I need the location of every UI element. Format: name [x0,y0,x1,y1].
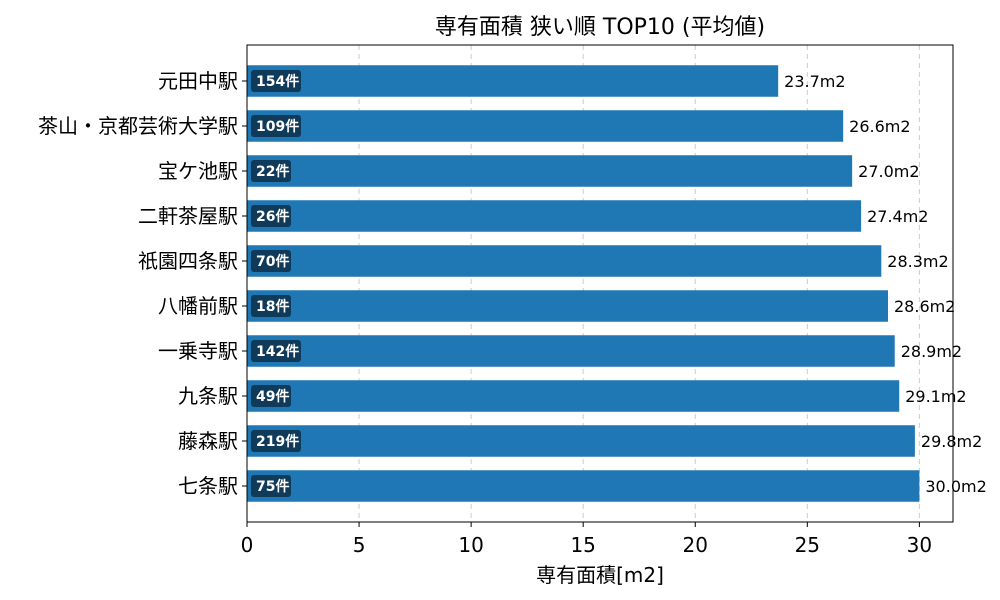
count-label: 22件 [256,163,289,180]
count-badge [251,340,301,362]
bars-layer: 154件 23.7m2 109件 26.6m2 22件 27.0m2 26件 27.4m2 70… [247,65,987,502]
x-tick-label: 5 [353,533,366,557]
category-label: 藤森駅 [178,429,238,453]
bar [247,290,889,322]
count-badge [251,295,291,317]
category-label: 八幡前駅 [158,294,238,318]
count-badge [251,70,301,92]
value-label: 26.6m2 [849,117,910,136]
value-label: 23.7m2 [784,72,845,91]
value-label: 29.8m2 [921,432,982,451]
category-label: 九条駅 [178,384,238,408]
bar [247,110,844,142]
value-label: 29.1m2 [905,387,966,406]
x-tick-label: 25 [795,533,820,557]
bar [247,245,882,277]
category-label: 一乗寺駅 [158,339,238,363]
value-label: 27.0m2 [858,162,919,181]
count-badge [251,385,291,407]
count-label: 219件 [256,433,299,450]
count-label: 109件 [256,118,299,135]
category-label: 茶山・京都芸術大学駅 [38,114,238,138]
bar [247,425,915,457]
y-axis-categories: 元田中駅茶山・京都芸術大学駅宝ケ池駅二軒茶屋駅祇園四条駅八幡前駅一乗寺駅九条駅藤… [38,69,247,498]
chart-title: 専有面積 狭い順 TOP10 (平均値) [435,15,765,40]
bar [247,200,862,232]
bar [247,335,895,367]
x-tick-label: 0 [241,533,254,557]
category-label: 祇園四条駅 [138,249,238,273]
count-badge [251,160,291,182]
x-tick-label: 10 [458,533,483,557]
value-label: 30.0m2 [925,477,986,496]
category-label: 元田中駅 [158,69,238,93]
value-label: 28.9m2 [901,342,962,361]
count-label: 75件 [256,478,289,495]
x-tick-label: 20 [683,533,708,557]
count-badge [251,430,301,452]
category-label: 宝ケ池駅 [158,159,238,183]
bar [247,65,779,97]
count-label: 70件 [256,253,289,270]
count-label: 154件 [256,73,299,90]
category-label: 二軒茶屋駅 [138,204,238,228]
count-badge [251,205,291,227]
x-tick-label: 15 [570,533,595,557]
count-label: 26件 [256,208,289,225]
value-label: 28.3m2 [887,252,948,271]
count-label: 49件 [256,388,289,405]
count-badge [251,115,301,137]
x-tick-label: 30 [907,533,932,557]
x-axis-ticks: 0 5 10 15 20 25 30 [241,522,932,557]
x-axis-label: 専有面積[m2] [536,563,664,587]
count-badge [251,475,291,497]
plot-frame [246,44,954,523]
bar [247,470,920,502]
value-label: 28.6m2 [894,297,955,316]
count-label: 18件 [256,298,289,315]
count-badge [251,250,291,272]
bar [247,155,853,187]
count-label: 142件 [256,343,299,360]
bar [247,380,900,412]
category-label: 七条駅 [178,474,238,498]
value-label: 27.4m2 [867,207,928,226]
